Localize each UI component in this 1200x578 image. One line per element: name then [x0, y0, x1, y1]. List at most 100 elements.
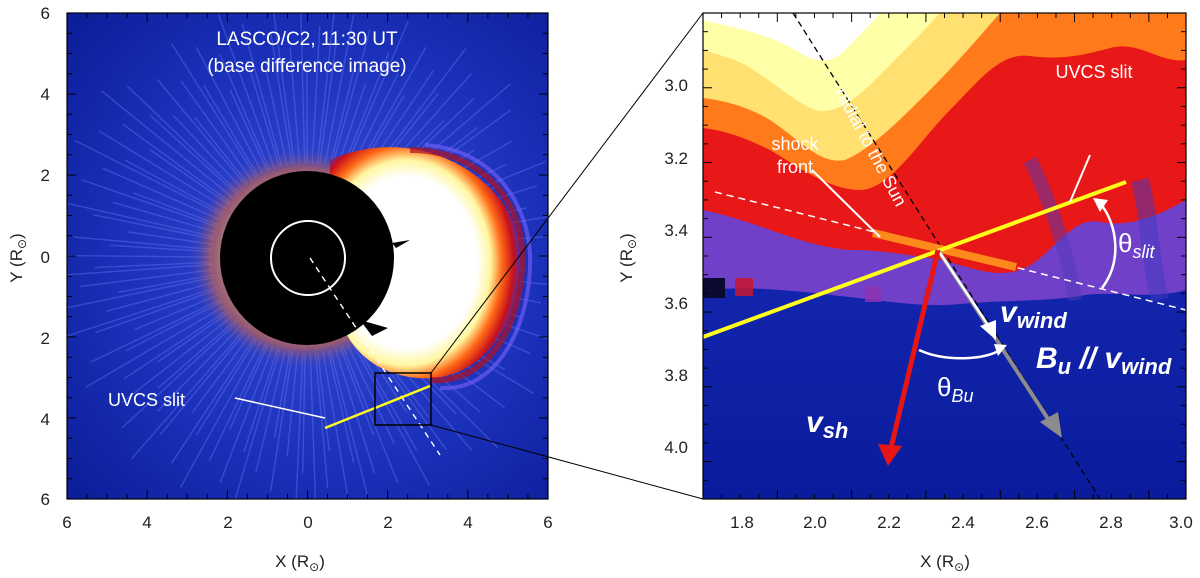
v-sh-arrowhead [878, 444, 902, 466]
left-x-tick: 0 [303, 513, 312, 532]
coronal-ray [179, 340, 262, 488]
v-sh-arrow-shaft [888, 249, 941, 449]
label-uvcs-slit-zoom: UVCS slit [1055, 62, 1132, 82]
coronal-ray [329, 349, 370, 499]
left-y-tick: 4 [41, 410, 50, 429]
label-b-u-parallel-v-wind: Bu // vwind [1036, 342, 1172, 379]
v-wind-arrow-shaft [936, 249, 992, 329]
left-axis-ticks [66, 12, 549, 500]
coronal-ray [255, 350, 286, 473]
coronal-ray [324, 13, 355, 165]
left-y-tick-labels: 6 4 2 0 2 4 6 [41, 4, 50, 509]
right-axis-ticks [702, 12, 1187, 500]
coronal-ray [351, 341, 430, 486]
cme-bright-front [330, 147, 521, 379]
left-x-tick: 6 [543, 513, 552, 532]
right-x-tick: 2.2 [877, 513, 901, 532]
coronal-ray [286, 352, 299, 457]
coronal-ray [322, 351, 349, 499]
left-y-tick: 0 [41, 248, 50, 267]
shock-lightyellow-zone [703, 13, 940, 111]
coronal-ray [311, 26, 321, 164]
right-x-axis-label: X (R⊙) [920, 552, 970, 574]
coronal-ray [219, 346, 274, 484]
coronal-ray [269, 351, 294, 492]
right-x-tick: 3.0 [1169, 513, 1193, 532]
coronal-ray [270, 33, 293, 165]
zoom-connector-top [430, 12, 704, 374]
coronal-ray [90, 298, 222, 363]
coronal-ray [300, 13, 306, 164]
zoom-connector-bottom [430, 424, 704, 500]
coronal-ray [346, 343, 395, 444]
slit-pointer [234, 397, 326, 419]
coronal-ray [341, 52, 390, 171]
left-x-tick-labels: 6 4 2 0 2 4 6 [62, 513, 552, 532]
right-y-tick: 4.0 [664, 438, 688, 457]
pixel-red [735, 278, 753, 296]
right-x-tick: 1.8 [730, 513, 754, 532]
coronal-ray [217, 14, 276, 169]
label-v-wind: vwind [1000, 296, 1067, 333]
left-title-line1: LASCO/C2, 11:30 UT [216, 29, 398, 50]
coronal-ray [126, 85, 239, 193]
left-y-tick: 6 [41, 4, 50, 23]
left-y-tick: 6 [41, 490, 50, 509]
coronal-ray [341, 345, 399, 483]
coronal-ray [101, 90, 234, 199]
right-y-axis-label: Y (R⊙) [617, 233, 639, 282]
right-y-tick: 3.4 [664, 221, 688, 240]
left-x-tick: 4 [142, 513, 151, 532]
uvcs-slit-line [324, 384, 431, 430]
coronal-ray [67, 254, 213, 258]
coronal-ray [309, 352, 317, 499]
coronal-ray [67, 202, 215, 238]
left-x-tick: 2 [383, 513, 392, 532]
slit-label-pointer [1069, 154, 1091, 203]
right-y-tick: 3.0 [664, 76, 688, 95]
lasco-image [67, 13, 548, 499]
coronal-ray [121, 315, 233, 404]
coronal-ray [159, 330, 247, 436]
zoom-box [374, 372, 432, 426]
cme-red-rim [409, 147, 526, 384]
right-x-tick: 2.0 [803, 513, 827, 532]
coronal-ray [74, 139, 223, 216]
left-uvcs-slit-label: UVCS slit [108, 390, 185, 410]
left-x-tick: 2 [223, 513, 232, 532]
radial-dashed-line [792, 13, 1101, 499]
right-x-tick-labels: 1.8 2.0 2.2 2.4 2.6 2.8 3.0 [730, 513, 1193, 532]
coronal-ray [246, 60, 281, 168]
coronal-ray [219, 53, 271, 171]
coronal-ray [243, 348, 279, 453]
left-y-tick: 2 [41, 329, 50, 348]
label-shock-line1: shock [771, 134, 819, 154]
uvcs-slit-line-zoom [703, 180, 1127, 339]
coronal-ray [353, 340, 418, 451]
right-y-tick-labels: 3.0 3.2 3.4 3.6 3.8 4.0 [664, 76, 688, 457]
cme-violet-rim [424, 143, 533, 391]
coronal-ray [334, 348, 376, 474]
left-panel: LASCO/C2, 11:30 UT (base difference imag… [7, 4, 553, 574]
shock-label-pointer [811, 169, 881, 238]
coronal-ray [316, 13, 335, 164]
label-theta-slit: θslit [1118, 228, 1155, 262]
right-y-tick: 3.8 [664, 366, 688, 385]
coronal-ray [67, 276, 215, 309]
solar-disk-outline [270, 220, 346, 296]
b-u-arrowhead [1040, 412, 1062, 438]
coronal-ray [329, 63, 357, 166]
left-x-tick: 6 [62, 513, 71, 532]
coronal-ray [156, 79, 247, 186]
zoomed-image: radial to the Sun UVCS slit shock front … [703, 13, 1186, 499]
theta-bu-arc [918, 348, 1001, 360]
coronal-ray [295, 352, 304, 499]
label-theta-bu: θBu [937, 372, 974, 406]
coronal-ray [241, 23, 283, 167]
shock-white-zone [703, 13, 880, 61]
coronal-ray [67, 286, 217, 337]
left-x-axis-label: X (R⊙) [275, 552, 325, 574]
coronal-ray [170, 42, 257, 179]
coronal-ray [289, 47, 301, 164]
